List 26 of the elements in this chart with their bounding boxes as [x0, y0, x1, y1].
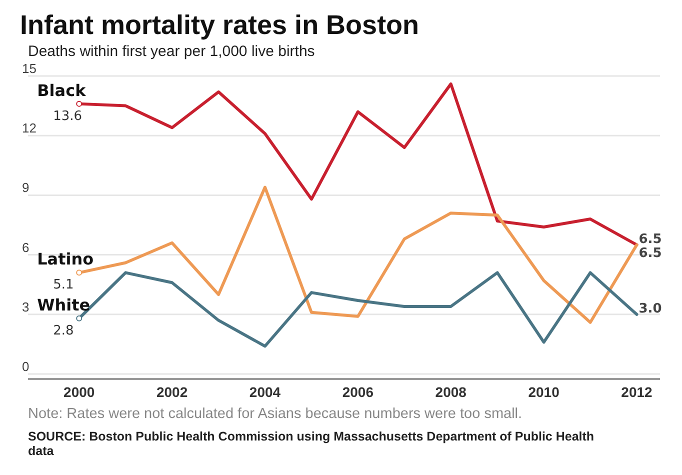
y-tick-label: 0: [22, 359, 30, 374]
y-tick-label: 15: [22, 61, 36, 76]
x-tick-label: 2002: [156, 384, 188, 400]
data-label: 2.8: [53, 323, 74, 338]
x-tick-label: 2008: [435, 384, 467, 400]
data-label: 3.0: [638, 301, 662, 316]
y-tick-label: 3: [22, 299, 30, 314]
data-label: 13.6: [53, 108, 82, 124]
chart-title: Infant mortality rates in Boston: [20, 10, 420, 40]
text: Note: Rates were not calculated for Asians because numbers were too small.: [28, 406, 522, 422]
series-label: Black: [37, 80, 86, 100]
source-note: SOURCE: Boston Public Health Commission using Massachusetts Department of Public Health data: [28, 430, 594, 458]
series-label: Latino: [37, 250, 94, 269]
data-label: 5.1: [53, 278, 74, 293]
x-tick-label: 2010: [528, 384, 560, 400]
series-label: White: [37, 295, 90, 314]
chart-subtitle: Deaths within first year per 1,000 live births: [28, 43, 315, 60]
data-label: 6.5: [638, 232, 662, 247]
x-tick-label: 2004: [249, 384, 281, 400]
data-label: 6.5: [638, 246, 662, 261]
x-tick-label: 2006: [342, 384, 374, 400]
y-tick-label: 12: [22, 120, 36, 136]
x-tick-label: 2012: [621, 384, 653, 400]
x-tick-label: 2000: [64, 384, 95, 400]
y-tick-label: 9: [22, 180, 30, 196]
y-tick-label: 6: [22, 240, 30, 255]
